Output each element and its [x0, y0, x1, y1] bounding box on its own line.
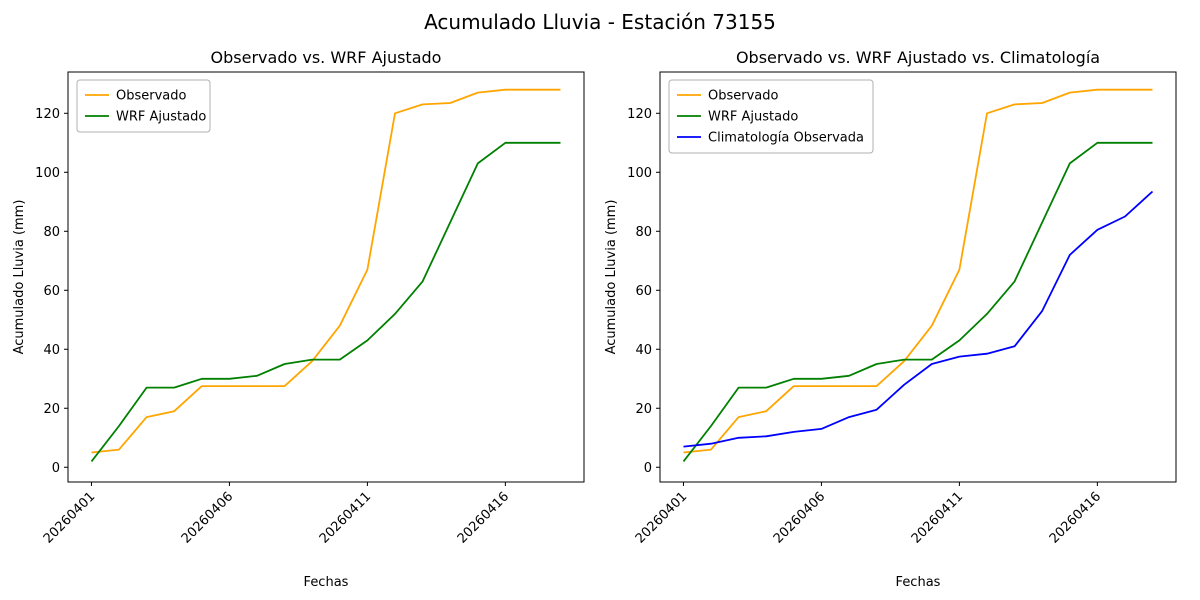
y-tick-label: 100: [35, 166, 60, 181]
subplot-title: Observado vs. WRF Ajustado: [211, 48, 442, 67]
subplot-title: Observado vs. WRF Ajustado vs. Climatolo…: [736, 48, 1100, 67]
y-tick-label: 40: [635, 343, 652, 358]
right-chart: 0 20 40 60 80 100 120 20260401 20260406 20260411 2…: [604, 48, 1177, 590]
legend-label: WRF Ajustado: [708, 110, 798, 125]
y-tick-label: 20: [43, 402, 60, 417]
subplots-row: 0 20 40 60 80 100 120 20260401 20260406 20260411 2…: [8, 46, 1192, 594]
legend-label: Observado: [708, 89, 779, 104]
series-line-observado: [91, 88, 561, 454]
legend-box: [76, 79, 211, 133]
y-tick-label: 40: [43, 343, 60, 358]
y-axis-label: Acumulado Lluvia (mm): [604, 200, 619, 355]
series-line-observado: [683, 88, 1153, 454]
series-line-climatología-observada: [683, 190, 1154, 448]
legend-box: [668, 79, 874, 154]
figure-title: Acumulado Lluvia - Estación 73155: [424, 10, 776, 34]
y-tick-label: 60: [635, 284, 652, 299]
x-tick-label: 20260401: [41, 489, 98, 546]
y-tick-label: 120: [35, 107, 60, 122]
y-tick-label: 60: [43, 284, 60, 299]
y-tick-label: 120: [627, 107, 652, 122]
legend-label: WRF Ajustado: [116, 110, 206, 125]
series-line-wrf-ajustado: [90, 141, 561, 462]
y-tick-label: 80: [43, 225, 60, 240]
x-tick-label: 20260416: [1047, 489, 1104, 546]
x-tick-label: 20260411: [909, 489, 966, 546]
y-tick-label: 20: [635, 402, 652, 417]
y-tick-label: 0: [644, 461, 652, 476]
x-axis-label: Fechas: [304, 575, 349, 590]
x-tick-label: 20260416: [455, 489, 512, 546]
x-tick-label: 20260411: [317, 489, 374, 546]
axes-frame: [67, 71, 585, 483]
y-axis-label: Acumulado Lluvia (mm): [12, 200, 27, 355]
y-tick-label: 0: [52, 461, 60, 476]
legend-label: Observado: [116, 89, 187, 104]
x-axis-label: Fechas: [896, 575, 941, 590]
x-tick-label: 20260406: [771, 489, 828, 546]
left-chart: 0 20 40 60 80 100 120 20260401 20260406 20260411 2…: [12, 48, 585, 590]
x-tick-label: 20260406: [179, 489, 236, 546]
axes-frame: [659, 71, 1177, 483]
legend-label: Climatología Observada: [708, 131, 864, 146]
y-tick-label: 100: [627, 166, 652, 181]
y-tick-label: 80: [635, 225, 652, 240]
series-line-wrf-ajustado: [682, 141, 1153, 462]
x-tick-label: 20260401: [633, 489, 690, 546]
